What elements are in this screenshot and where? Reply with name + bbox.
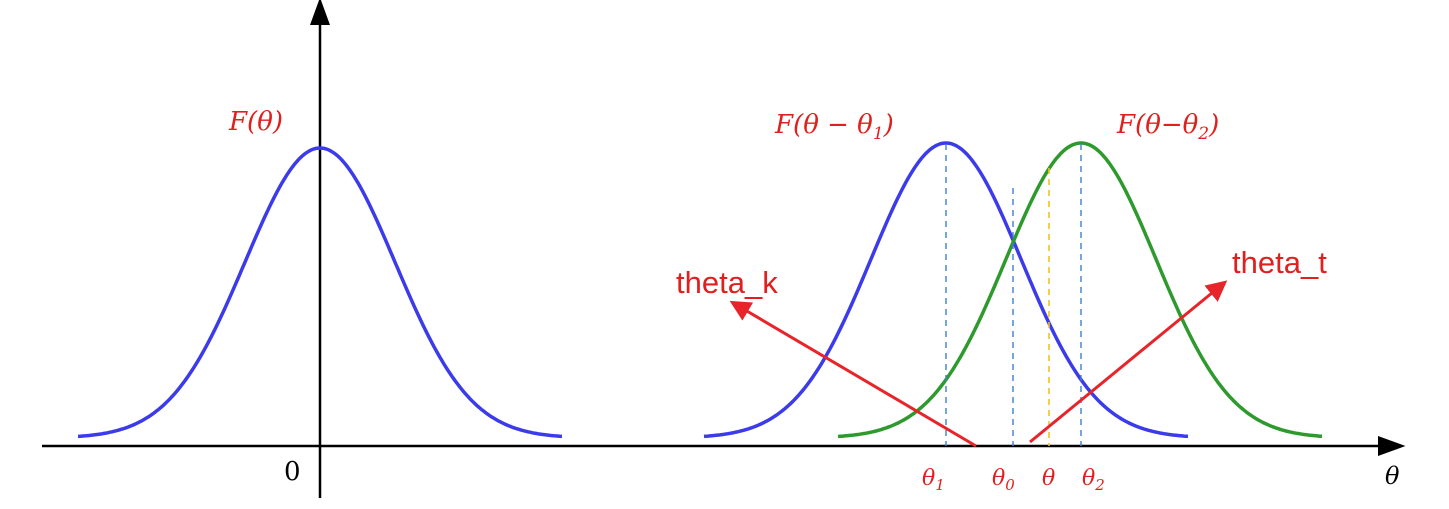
- curve-f-theta-minus-theta1: [703, 141, 1189, 439]
- tick-theta2: θ2: [1082, 466, 1105, 494]
- tick-theta0: θ0: [992, 466, 1015, 494]
- label-f-theta-minus-theta1: F(θ − θ1): [774, 110, 894, 144]
- label-f-theta-minus-theta2: F(θ−θ2): [1116, 110, 1219, 144]
- label-theta-t: theta_t: [1232, 245, 1327, 280]
- arrow-theta-t: [1029, 280, 1228, 444]
- tick-theta1: θ1: [922, 466, 945, 494]
- curve-f-theta: [77, 146, 563, 439]
- origin-label: 0: [284, 457, 301, 487]
- label-theta-k: theta_k: [676, 265, 778, 300]
- tick-theta: θ: [1042, 466, 1055, 491]
- label-f-theta: F(θ): [228, 107, 283, 137]
- x-axis-label: θ: [1385, 462, 1400, 490]
- arrow-theta-k: [729, 300, 977, 448]
- curve-f-theta-minus-theta2: [837, 141, 1323, 439]
